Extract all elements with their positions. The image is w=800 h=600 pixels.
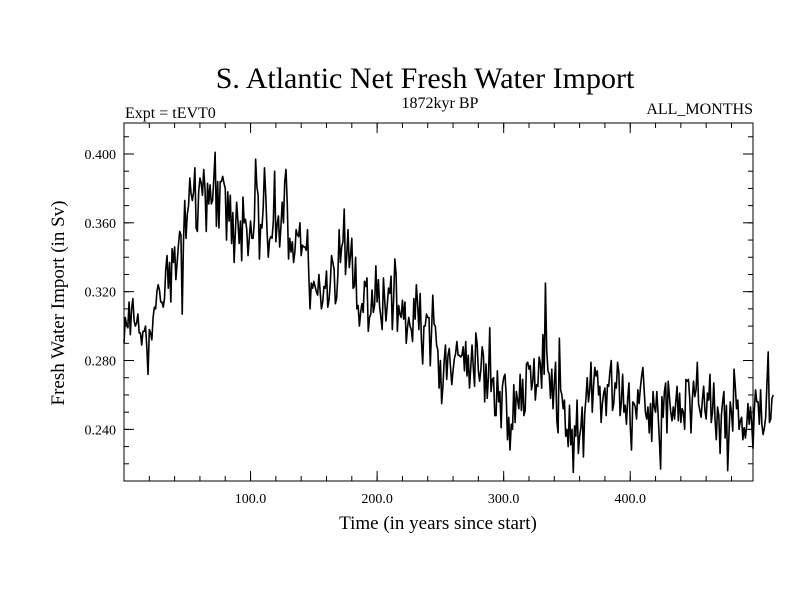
x-tick-label: 300.0 xyxy=(488,492,520,507)
y-tick-labels: 0.240 0.280 0.320 0.360 0.400 xyxy=(85,148,117,438)
y-tick-label: 0.360 xyxy=(85,217,117,232)
y-axis-label: Fresh Water Import (in Sv) xyxy=(48,201,69,406)
chart-title: S. Atlantic Net Fresh Water Import xyxy=(216,62,635,95)
x-tick-label: 400.0 xyxy=(614,492,646,507)
fresh-water-import-line xyxy=(123,151,775,474)
epoch-label: 1872kyr BP xyxy=(402,95,479,112)
x-axis-label: Time (in years since start) xyxy=(339,513,537,534)
axis-ticks xyxy=(124,123,753,482)
y-tick-label: 0.240 xyxy=(85,423,117,438)
months-label: ALL_MONTHS xyxy=(646,101,753,118)
series-layer xyxy=(123,151,775,474)
experiment-label: Expt = tEVT0 xyxy=(125,105,216,122)
y-tick-label: 0.400 xyxy=(85,148,117,163)
y-tick-label: 0.320 xyxy=(85,286,117,301)
x-tick-label: 200.0 xyxy=(361,492,393,507)
plot-frame xyxy=(123,122,754,482)
x-tick-labels: 100.0 200.0 300.0 400.0 xyxy=(235,492,646,507)
x-tick-label: 100.0 xyxy=(235,492,267,507)
y-tick-label: 0.280 xyxy=(85,355,117,370)
